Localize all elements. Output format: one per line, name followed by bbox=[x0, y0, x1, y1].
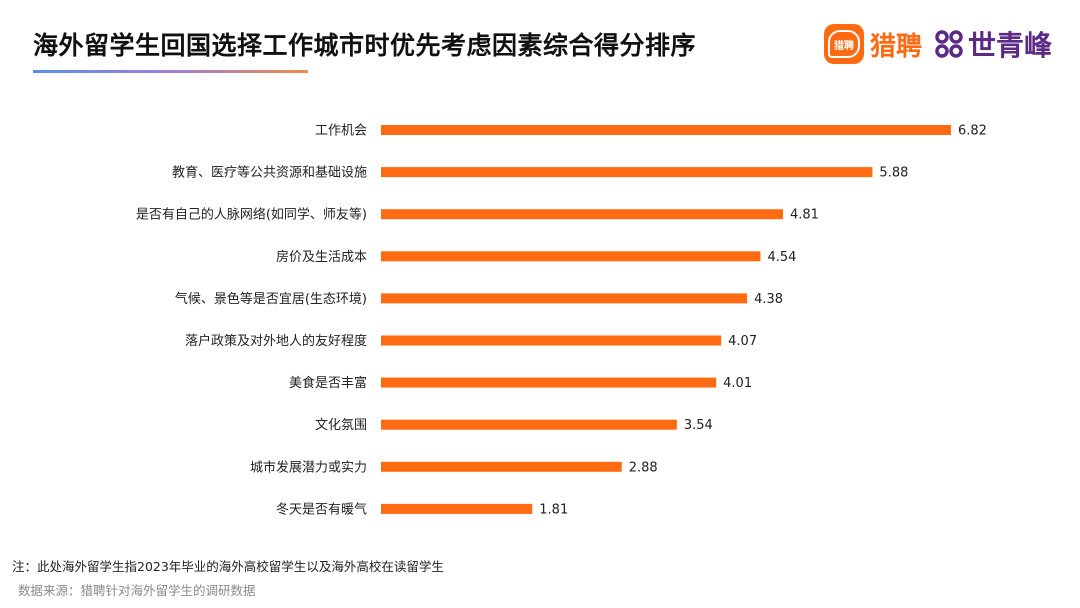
bar bbox=[381, 377, 717, 388]
value-label: 5.88 bbox=[879, 166, 908, 181]
shiqingfeng-logo-icon bbox=[935, 30, 963, 58]
bar bbox=[381, 167, 873, 178]
bar bbox=[381, 251, 761, 262]
value-label: 4.01 bbox=[723, 376, 752, 391]
footnote: 注：此处海外留学生指2023年毕业的海外高校留学生以及海外高校在读留学生 bbox=[12, 559, 444, 574]
bar bbox=[381, 125, 951, 135]
category-label: 城市发展潜力或实力 bbox=[250, 459, 367, 475]
value-label: 2.88 bbox=[629, 460, 658, 475]
category-label: 美食是否丰富 bbox=[289, 375, 367, 391]
page-title: 海外留学生回国选择工作城市时优先考虑因素综合得分排序 bbox=[33, 31, 697, 60]
category-label: 文化氛围 bbox=[315, 418, 367, 433]
title-underline bbox=[33, 70, 308, 73]
category-label: 房价及生活成本 bbox=[276, 249, 367, 265]
bar bbox=[381, 209, 784, 220]
value-label: 6.82 bbox=[958, 124, 987, 139]
chart-bars-group: 工作机会 6.82 教育、医疗等公共资源和基础设施 5.88 是否有自己的人脉网络(如同… bbox=[136, 124, 987, 518]
category-label: 冬天是否有暖气 bbox=[276, 501, 367, 517]
bar bbox=[381, 503, 533, 514]
category-label: 教育、医疗等公共资源和基础设施 bbox=[172, 165, 367, 181]
bar bbox=[381, 335, 722, 346]
data-source: 数据来源：猎聘针对海外留学生的调研数据 bbox=[18, 583, 256, 598]
shiqingfeng-logo-text: 世青峰 bbox=[967, 29, 1052, 62]
value-label: 3.54 bbox=[684, 418, 713, 433]
value-label: 4.54 bbox=[767, 250, 796, 265]
logo-group: 猎聘 猎聘 世青峰 bbox=[823, 24, 1052, 64]
category-label: 是否有自己的人脉网络(如同学、师友等) bbox=[136, 207, 367, 223]
liepin-logo-icon-text: 猎聘 bbox=[827, 30, 860, 58]
bar bbox=[381, 293, 748, 304]
value-label: 4.81 bbox=[790, 208, 819, 223]
bar bbox=[381, 461, 622, 472]
category-label: 气候、景色等是否宜居(生态环境) bbox=[175, 291, 367, 307]
liepin-logo-icon: 猎聘 bbox=[823, 24, 864, 64]
bar bbox=[381, 419, 677, 430]
category-label: 工作机会 bbox=[315, 124, 367, 139]
category-label: 落户政策及对外地人的友好程度 bbox=[185, 333, 367, 349]
bar-chart: 工作机会 6.82 教育、医疗等公共资源和基础设施 5.88 是否有自己的人脉网络(如同… bbox=[136, 124, 987, 518]
value-label: 1.81 bbox=[539, 502, 568, 517]
value-label: 4.07 bbox=[728, 334, 757, 349]
liepin-logo-text: 猎聘 bbox=[869, 31, 922, 62]
value-label: 4.38 bbox=[754, 292, 783, 307]
